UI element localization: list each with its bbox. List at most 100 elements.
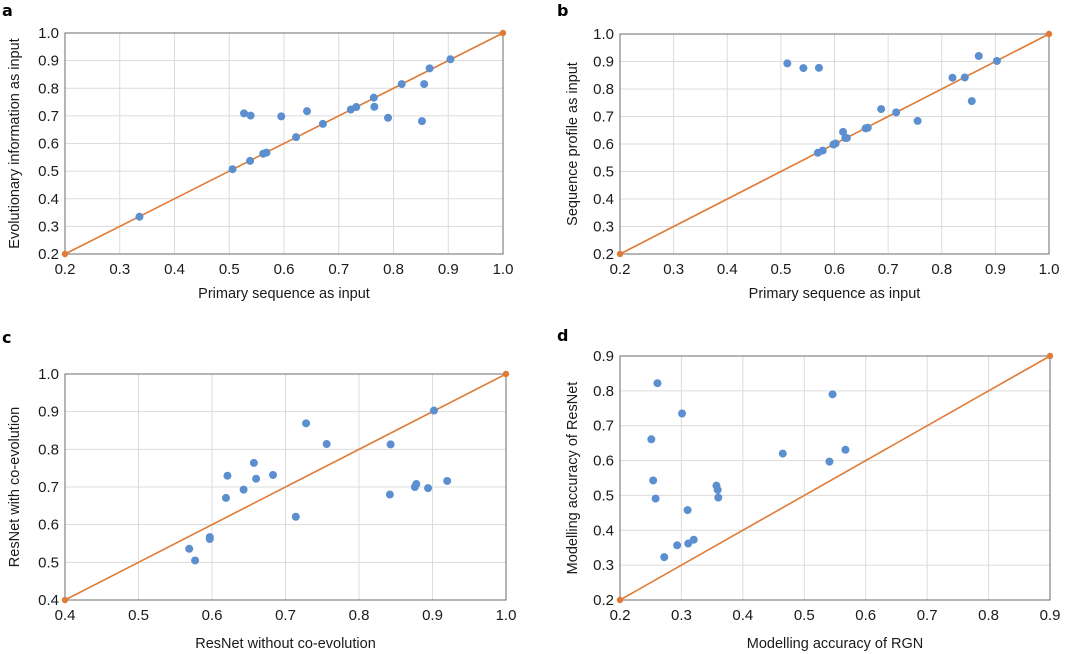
y-tick-label: 0.2 — [593, 592, 614, 609]
y-axis-label: Evolutionary information as input — [7, 38, 23, 248]
data-point — [967, 97, 976, 106]
y-tick-label: 0.7 — [593, 418, 614, 435]
data-point — [660, 553, 669, 562]
x-tick-label: 0.7 — [275, 607, 296, 624]
data-point — [277, 112, 286, 121]
x-tick-label: 0.9 — [985, 261, 1006, 278]
data-point — [783, 59, 792, 68]
data-point — [863, 123, 872, 132]
y-tick-label: 0.9 — [593, 348, 614, 365]
y-tick-label: 0.3 — [593, 557, 614, 574]
data-point — [420, 80, 429, 89]
reference-endpoint — [502, 370, 510, 378]
data-point — [673, 541, 682, 550]
y-tick-label: 0.6 — [593, 453, 614, 470]
data-point — [828, 390, 837, 399]
x-tick-label: 0.8 — [931, 261, 952, 278]
data-point — [814, 63, 823, 72]
panel-letter: d — [557, 326, 568, 345]
data-point — [246, 156, 255, 165]
y-tick-label: 0.9 — [38, 53, 59, 70]
data-point — [412, 479, 421, 488]
data-point — [185, 544, 194, 553]
panel-letter: c — [2, 328, 11, 347]
reference-endpoint — [61, 250, 69, 258]
data-point — [262, 148, 271, 157]
reference-endpoint — [1046, 352, 1054, 360]
x-axis-label: Modelling accuracy of RGN — [747, 636, 924, 652]
y-tick-label: 0.4 — [593, 522, 614, 539]
panel-letter: a — [2, 1, 13, 20]
x-tick-label: 0.6 — [202, 607, 223, 624]
y-tick-label: 0.7 — [38, 108, 59, 125]
data-point — [291, 512, 300, 521]
data-point — [992, 56, 1001, 65]
x-tick-label: 0.6 — [824, 261, 845, 278]
data-point — [839, 127, 848, 136]
panel-a: a 0.2 0.3 0.4 0.5 0.6 0.7 0.8 0.9 1.0 0.2 0.3 0.4 0.5… — [2, 1, 513, 302]
y-tick-label: 1.0 — [38, 25, 59, 42]
y-axis-label: ResNet with co-evolution — [7, 407, 23, 567]
reference-endpoint — [616, 596, 624, 604]
data-point — [292, 133, 301, 142]
data-point — [239, 485, 248, 494]
data-point — [974, 52, 983, 60]
y-tick-label: 0.2 — [38, 246, 59, 263]
x-tick-label: 0.9 — [438, 261, 459, 278]
y-tick-label: 0.4 — [38, 592, 59, 609]
data-point — [352, 103, 361, 112]
x-tick-label: 0.7 — [878, 261, 899, 278]
data-point — [653, 379, 662, 388]
y-tick-label: 0.9 — [593, 54, 614, 71]
data-point — [221, 493, 230, 502]
data-point — [960, 73, 969, 82]
plot-frame — [619, 355, 1051, 601]
y-tick-label: 0.4 — [38, 191, 59, 208]
x-tick-label: 0.3 — [109, 261, 130, 278]
data-point — [446, 55, 455, 64]
x-axis-label: ResNet without co-evolution — [195, 636, 376, 652]
x-tick-label: 0.4 — [732, 607, 753, 624]
data-point — [135, 212, 144, 221]
x-tick-label: 0.4 — [164, 261, 185, 278]
data-point — [678, 409, 687, 418]
data-point — [841, 445, 850, 454]
x-tick-label: 0.4 — [55, 607, 76, 624]
x-tick-label: 0.5 — [219, 261, 240, 278]
data-point — [191, 556, 200, 565]
panel-letter: b — [557, 1, 568, 20]
x-tick-label: 0.4 — [717, 261, 738, 278]
x-tick-label: 0.2 — [55, 261, 76, 278]
data-point — [948, 73, 957, 82]
y-tick-label: 0.7 — [593, 109, 614, 126]
data-point — [425, 64, 434, 73]
x-tick-label: 0.7 — [328, 261, 349, 278]
data-point — [228, 165, 237, 174]
x-tick-label: 0.7 — [917, 607, 938, 624]
data-point — [842, 133, 851, 142]
data-point — [384, 113, 393, 122]
panel-d: d 0.2 0.3 0.4 0.5 0.6 0.7 0.8 0.9 0.2 0.3 0.4 0.5 0.6… — [557, 326, 1060, 652]
plot-frame — [64, 373, 507, 601]
data-point — [302, 107, 311, 116]
reference-diagonal — [619, 355, 1051, 601]
reference-endpoint — [1045, 30, 1053, 38]
y-tick-label: 0.8 — [593, 383, 614, 400]
y-tick-label: 0.6 — [38, 517, 59, 534]
x-tick-label: 1.0 — [493, 261, 514, 278]
data-point — [223, 471, 232, 480]
data-point — [318, 119, 327, 128]
y-tick-label: 0.5 — [593, 487, 614, 504]
y-axis-label: Sequence profile as input — [565, 62, 581, 226]
data-point — [651, 494, 660, 503]
data-point — [714, 493, 723, 502]
data-point — [683, 506, 692, 515]
x-tick-label: 0.6 — [274, 261, 295, 278]
data-point — [240, 109, 249, 118]
y-axis-label: Modelling accuracy of ResNet — [565, 382, 581, 575]
y-tick-label: 0.5 — [38, 554, 59, 571]
data-point — [831, 139, 840, 148]
x-tick-label: 1.0 — [496, 607, 517, 624]
plot-frame — [64, 32, 504, 255]
data-point — [825, 457, 834, 466]
